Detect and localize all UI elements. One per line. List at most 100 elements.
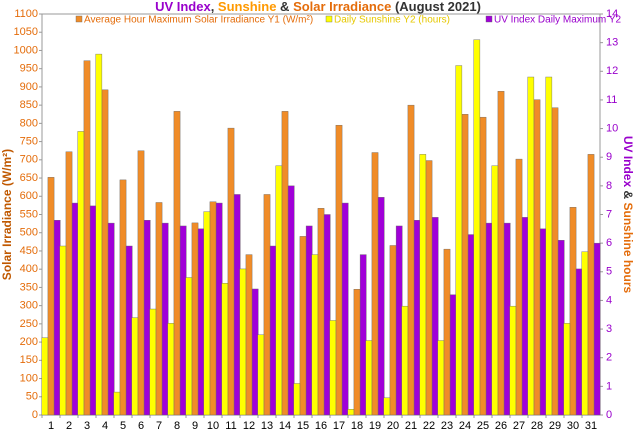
bar [167,323,175,416]
bar [545,76,553,416]
y2-label-part: & [621,187,635,202]
y-tick-label: 450 [20,245,38,257]
bar [425,160,433,416]
x-tick-label: 13 [261,420,273,432]
bar [413,220,421,416]
bar [305,225,313,416]
y-tick-label: 800 [20,117,38,129]
y-tick-label: 600 [20,190,38,202]
bar [113,391,121,416]
bar [173,111,181,416]
bar [281,111,289,416]
bar [419,154,427,416]
bar [179,225,187,416]
y-tick-label: 650 [20,172,38,184]
bar [353,289,361,416]
x-tick-label: 10 [207,420,219,432]
bar [335,124,343,416]
bar [323,214,331,416]
bar [125,245,133,416]
x-tick-label: 25 [477,420,489,432]
bar [239,268,247,416]
bar [473,39,481,416]
x-tick-label: 9 [192,420,198,432]
y-tick-label: 500 [20,227,38,239]
bar [131,317,139,416]
bar [209,201,217,416]
bar [191,222,199,416]
bar [347,409,355,416]
x-tick-label: 29 [549,420,561,432]
bar [521,217,529,416]
bar [293,383,301,416]
bar [161,222,169,416]
bar [257,334,265,416]
x-tick-label: 12 [243,420,255,432]
bar [185,277,193,416]
bar [365,340,373,416]
y-tick-label: 400 [20,263,38,275]
title-part: (August 2021) [391,0,481,14]
bar [89,205,97,416]
x-tick-label: 28 [531,420,543,432]
y-tick-label: 750 [20,135,38,147]
x-tick-label: 2 [66,420,72,432]
bar [107,222,115,416]
bar [263,194,271,416]
y-tick-label: 1000 [14,44,38,56]
x-tick-label: 23 [441,420,453,432]
bar [53,220,61,416]
bar [467,234,475,416]
bar [461,114,469,416]
x-tick-label: 5 [120,420,126,432]
x-tick-label: 24 [459,420,471,432]
bar [395,225,403,416]
y2-tick-label: 1 [606,380,612,392]
title-part: Sunshine [218,0,277,14]
y2-label-part: Sunshine hours [621,203,635,294]
bar [245,254,253,416]
x-tick-label: 7 [156,420,162,432]
y-tick-label: 100 [20,372,38,384]
legend-swatch [485,15,493,23]
x-tick-label: 3 [84,420,90,432]
chart-title: UV Index, Sunshine & Solar Irradiance (A… [155,0,481,14]
y2-tick-label: 12 [606,65,618,77]
title-part: & [276,0,293,14]
x-tick-label: 22 [423,420,435,432]
y2-tick-label: 13 [606,37,618,49]
legend-swatch [325,15,333,23]
x-tick-label: 14 [279,420,291,432]
title-part: UV Index [155,0,211,14]
bar [59,245,67,416]
bar [371,152,379,416]
y2-tick-label: 14 [606,8,618,20]
bar [65,151,73,416]
bar [503,222,511,416]
bar [539,228,547,416]
bar [593,242,601,416]
y-tick-label: 550 [20,208,38,220]
x-tick-label: 31 [585,420,597,432]
x-tick-label: 19 [369,420,381,432]
x-tick-label: 1 [48,420,54,432]
y-tick-label: 950 [20,63,38,75]
bar [491,165,499,416]
y2-tick-label: 5 [606,266,612,278]
x-tick-label: 15 [297,420,309,432]
legend-label: Average Hour Maximum Solar Irradiance Y1… [84,15,313,26]
bar [449,294,457,416]
legend-label: Daily Sunshine Y2 (hours) [334,15,450,26]
y2-tick-label: 4 [606,294,612,306]
y2-axis-label: UV Index & Sunshine hours [621,136,635,294]
bar [557,240,565,416]
bar [527,76,535,416]
y-tick-label: 0 [32,409,38,421]
bar [575,268,583,416]
bar [407,104,415,416]
bar [455,65,463,416]
x-tick-label: 11 [225,420,236,432]
bar [137,150,145,416]
y-axis-label: Solar Irradiance (W/m²) [0,149,14,280]
